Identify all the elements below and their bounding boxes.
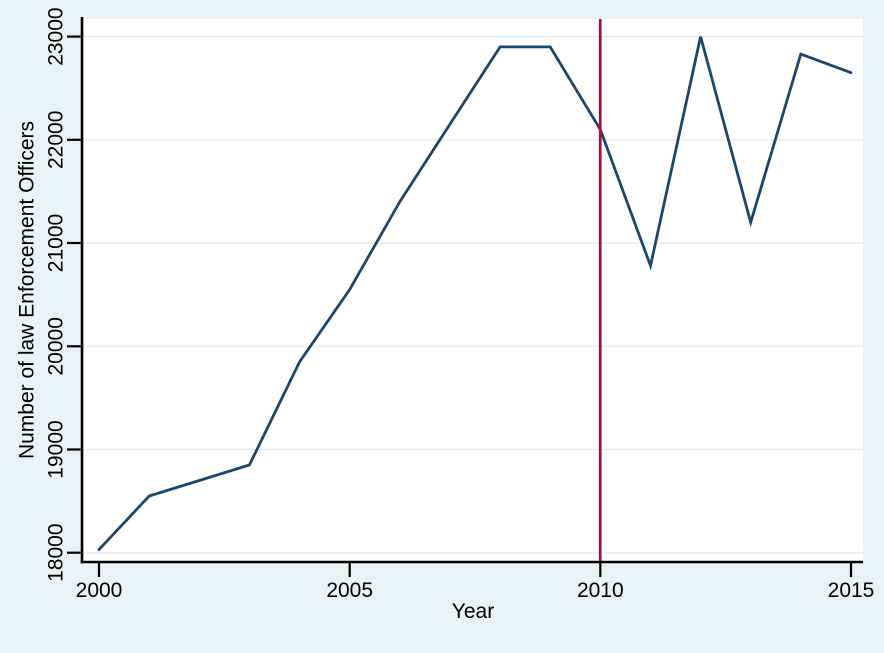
x-tick-label: 2010	[577, 579, 624, 602]
y-tick-label: 23000	[45, 7, 68, 65]
y-tick-label: 20000	[45, 317, 68, 375]
y-tick-label: 21000	[45, 214, 68, 272]
plot-area	[83, 19, 863, 561]
y-tick-label: 18000	[45, 523, 68, 581]
x-tick-label: 2015	[828, 579, 875, 602]
y-tick-label: 22000	[45, 111, 68, 169]
series-line-officers	[97, 36, 853, 551]
x-tick-label: 2000	[76, 579, 123, 602]
y-axis-title: Number of law Enforcement Officers	[15, 120, 39, 460]
y-tick-label: 19000	[45, 420, 68, 478]
x-tick-label: 2005	[326, 579, 373, 602]
x-axis-title: Year	[451, 600, 495, 623]
